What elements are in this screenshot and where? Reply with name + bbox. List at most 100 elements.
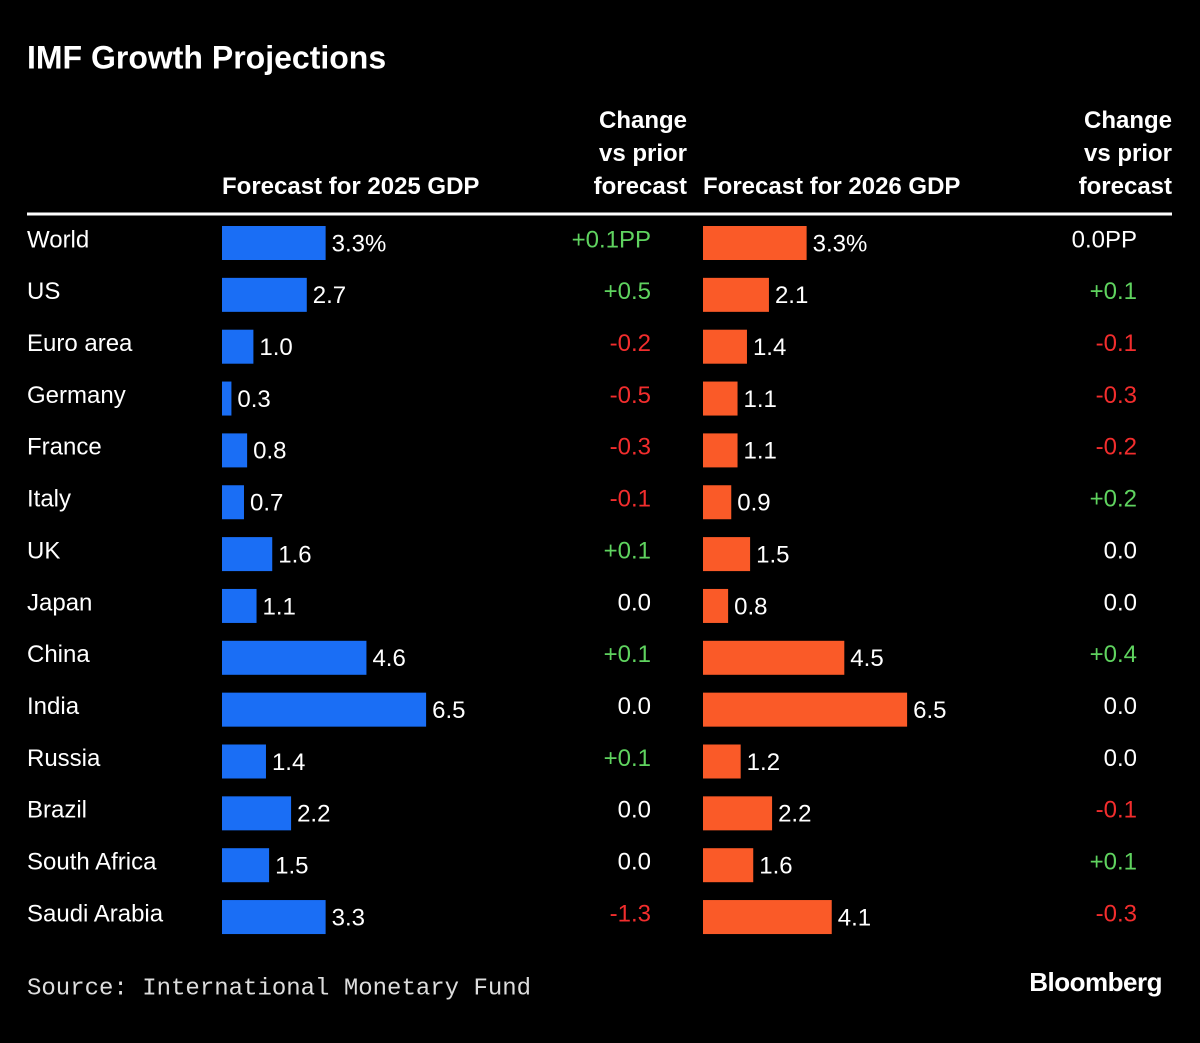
bar xyxy=(222,692,427,727)
column-header: Forecast for 2026 GDP xyxy=(703,173,961,200)
value-label: 1.2 xyxy=(747,749,780,776)
change-value: +0.2 xyxy=(1090,486,1137,513)
row-label: France xyxy=(27,434,102,461)
bar xyxy=(703,588,729,623)
bar xyxy=(703,796,773,831)
column-header: Change vs prior forecast xyxy=(593,107,687,200)
value-label: 6.5 xyxy=(913,697,946,724)
value-label: 1.0 xyxy=(259,334,292,361)
value-label: 3.3 xyxy=(332,904,365,931)
bar xyxy=(703,485,732,520)
change-value: 0.0 xyxy=(1104,589,1137,616)
row-label: Brazil xyxy=(27,797,87,824)
row-label: Russia xyxy=(27,745,101,772)
change-value: 0.0 xyxy=(618,693,651,720)
bar xyxy=(222,588,257,623)
change-value: -0.1 xyxy=(1096,330,1137,357)
value-label: 1.6 xyxy=(759,853,792,880)
change-value: -0.3 xyxy=(610,434,651,461)
value-label: 2.2 xyxy=(778,801,811,828)
value-label: 1.5 xyxy=(275,853,308,880)
value-label: 4.5 xyxy=(850,645,883,672)
row-label: Euro area xyxy=(27,330,133,357)
bar xyxy=(222,329,254,364)
value-label: 3.3% xyxy=(332,230,387,257)
value-label: 1.4 xyxy=(272,749,305,776)
bar xyxy=(222,848,270,883)
change-value: -0.3 xyxy=(1096,900,1137,927)
value-label: 1.1 xyxy=(744,386,777,413)
change-value: +0.1 xyxy=(604,745,651,772)
value-label: 0.3 xyxy=(237,386,270,413)
row-label: India xyxy=(27,693,80,720)
bar xyxy=(703,692,908,727)
chart-title: IMF Growth Projections xyxy=(27,39,386,75)
bar xyxy=(222,900,326,935)
bar xyxy=(222,485,244,520)
value-label: 1.1 xyxy=(263,593,296,620)
brand: Bloomberg xyxy=(1029,967,1162,997)
row-label: China xyxy=(27,641,90,668)
bar xyxy=(222,226,326,260)
bar xyxy=(703,329,747,364)
value-label: 4.6 xyxy=(372,645,405,672)
value-label: 0.8 xyxy=(253,438,286,465)
value-label: 2.7 xyxy=(313,282,346,309)
bar xyxy=(703,381,738,416)
row-label: Saudi Arabia xyxy=(27,900,164,927)
row-label: World xyxy=(27,226,89,253)
change-value: -0.2 xyxy=(610,330,651,357)
row-label: Italy xyxy=(27,486,71,513)
change-value: +0.1 xyxy=(604,641,651,668)
change-value: -1.3 xyxy=(610,900,651,927)
change-value: -0.3 xyxy=(1096,382,1137,409)
bar xyxy=(222,537,273,572)
change-value: +0.1 xyxy=(1090,849,1137,876)
change-value: 0.0 xyxy=(1104,693,1137,720)
change-value: 0.0PP xyxy=(1072,226,1137,253)
change-value: +0.4 xyxy=(1090,641,1137,668)
bar xyxy=(703,848,754,883)
row-label: Japan xyxy=(27,589,92,616)
column-header: Forecast for 2025 GDP xyxy=(222,173,480,200)
change-value: 0.0 xyxy=(1104,537,1137,564)
value-label: 0.8 xyxy=(734,593,767,620)
value-label: 6.5 xyxy=(432,697,465,724)
change-value: 0.0 xyxy=(618,797,651,824)
value-label: 1.1 xyxy=(744,438,777,465)
change-value: 0.0 xyxy=(1104,745,1137,772)
source: Source: International Monetary Fund xyxy=(27,975,531,1002)
change-value: -0.1 xyxy=(610,486,651,513)
change-value: +0.1 xyxy=(1090,278,1137,305)
value-label: 2.2 xyxy=(297,801,330,828)
change-value: +0.1 xyxy=(604,537,651,564)
bar xyxy=(703,537,751,572)
bar xyxy=(222,796,292,831)
value-label: 4.1 xyxy=(838,904,871,931)
bar xyxy=(703,277,769,312)
change-value: -0.2 xyxy=(1096,434,1137,461)
bar xyxy=(222,640,367,675)
bar xyxy=(222,433,248,468)
bar xyxy=(703,744,741,779)
change-value: 0.0 xyxy=(618,849,651,876)
bar xyxy=(703,900,832,935)
value-label: 0.9 xyxy=(737,490,770,517)
bar xyxy=(703,226,807,260)
row-label: Germany xyxy=(27,382,126,409)
bar xyxy=(703,433,738,468)
value-label: 3.3% xyxy=(813,230,868,257)
value-label: 0.7 xyxy=(250,490,283,517)
change-value: +0.5 xyxy=(604,278,651,305)
bar xyxy=(703,640,845,675)
value-label: 1.6 xyxy=(278,541,311,568)
bar xyxy=(222,381,232,416)
bar xyxy=(222,744,266,779)
bar xyxy=(222,277,307,312)
change-value: -0.1 xyxy=(1096,797,1137,824)
value-label: 1.4 xyxy=(753,334,786,361)
change-value: -0.5 xyxy=(610,382,651,409)
column-header: Change vs prior forecast xyxy=(1078,107,1172,200)
